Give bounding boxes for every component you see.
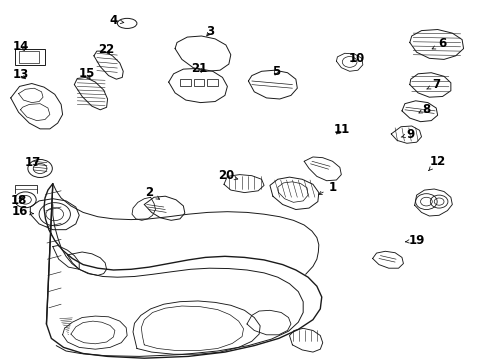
Text: 5: 5 [272,65,280,78]
Text: 9: 9 [400,128,414,141]
Text: 17: 17 [25,156,41,169]
Text: 14: 14 [12,40,29,53]
Bar [207,79,218,86]
Text: 21: 21 [191,62,207,75]
Bar [15,49,45,65]
Bar [193,79,204,86]
Polygon shape [44,184,321,358]
Text: 11: 11 [333,123,350,136]
Text: 7: 7 [426,78,439,91]
Text: 3: 3 [206,25,214,38]
Text: 4: 4 [109,14,123,27]
Polygon shape [11,84,62,129]
Text: 16: 16 [11,205,33,218]
Text: 15: 15 [79,67,95,80]
Text: 12: 12 [428,155,445,171]
Text: 18: 18 [10,194,27,207]
Text: 1: 1 [318,181,336,194]
Text: 13: 13 [12,68,29,81]
Text: 6: 6 [431,37,446,50]
Text: 8: 8 [418,103,429,116]
Bar [19,51,39,63]
Text: 2: 2 [145,186,159,199]
Text: 20: 20 [217,169,237,182]
Bar [180,79,190,86]
Text: 19: 19 [405,234,424,247]
Text: 22: 22 [98,43,115,56]
Text: 10: 10 [348,52,365,65]
